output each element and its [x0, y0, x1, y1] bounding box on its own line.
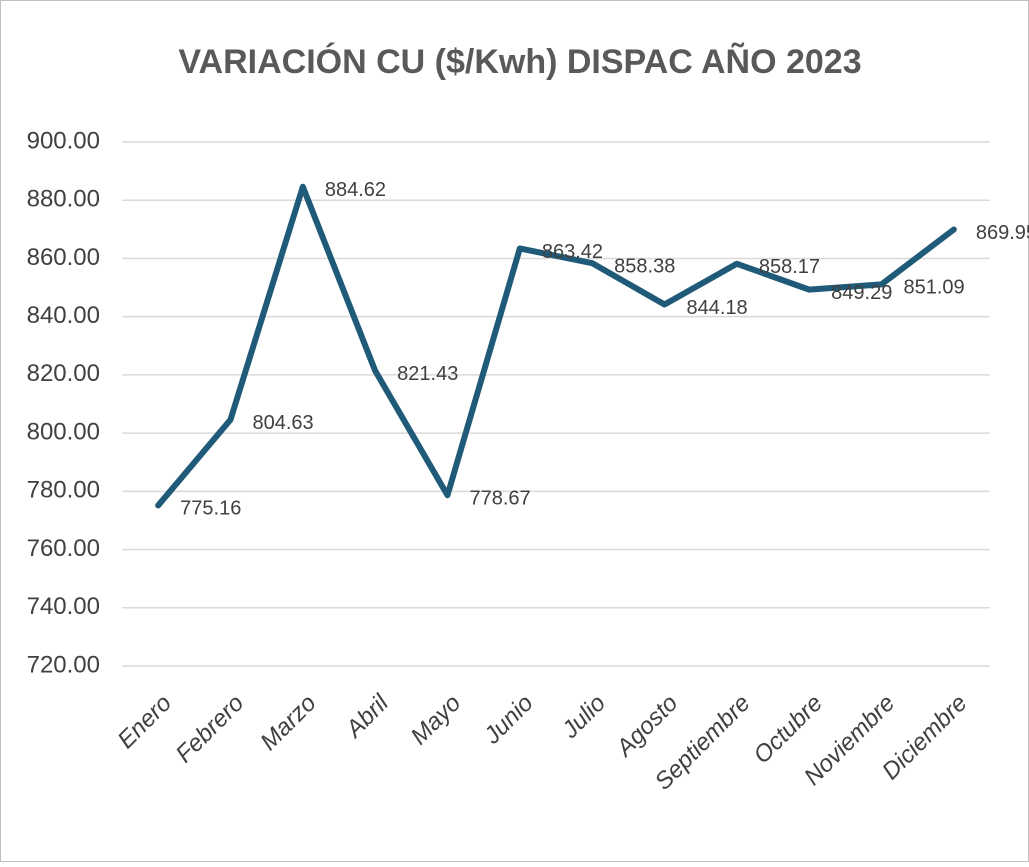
y-tick-label: 800.00 [27, 418, 100, 445]
data-label: 821.43 [397, 363, 458, 385]
data-label: 804.63 [253, 412, 314, 434]
y-tick-label: 760.00 [27, 535, 100, 562]
chart-title: VARIACIÓN CU ($/Kwh) DISPAC AÑO 2023 [178, 43, 861, 81]
data-label: 851.09 [904, 277, 965, 299]
data-label: 858.17 [759, 256, 820, 278]
data-label: 869.95 [976, 222, 1029, 244]
y-tick-label: 840.00 [27, 302, 100, 329]
data-label: 884.62 [325, 179, 386, 201]
data-label: 849.29 [831, 282, 892, 304]
data-line [155, 183, 957, 509]
y-tick-label: 740.00 [27, 593, 100, 620]
data-label: 844.18 [687, 297, 748, 319]
y-tick-label: 720.00 [27, 651, 100, 678]
y-tick-label: 880.00 [27, 186, 100, 213]
y-tick-label: 900.00 [27, 127, 100, 154]
data-label: 863.42 [542, 241, 603, 263]
data-label: 858.38 [614, 255, 675, 277]
y-tick-label: 820.00 [27, 360, 100, 387]
y-tick-label: 780.00 [27, 477, 100, 504]
y-tick-label: 860.00 [27, 244, 100, 271]
data-label: 775.16 [180, 498, 241, 520]
data-label: 778.67 [470, 487, 531, 509]
